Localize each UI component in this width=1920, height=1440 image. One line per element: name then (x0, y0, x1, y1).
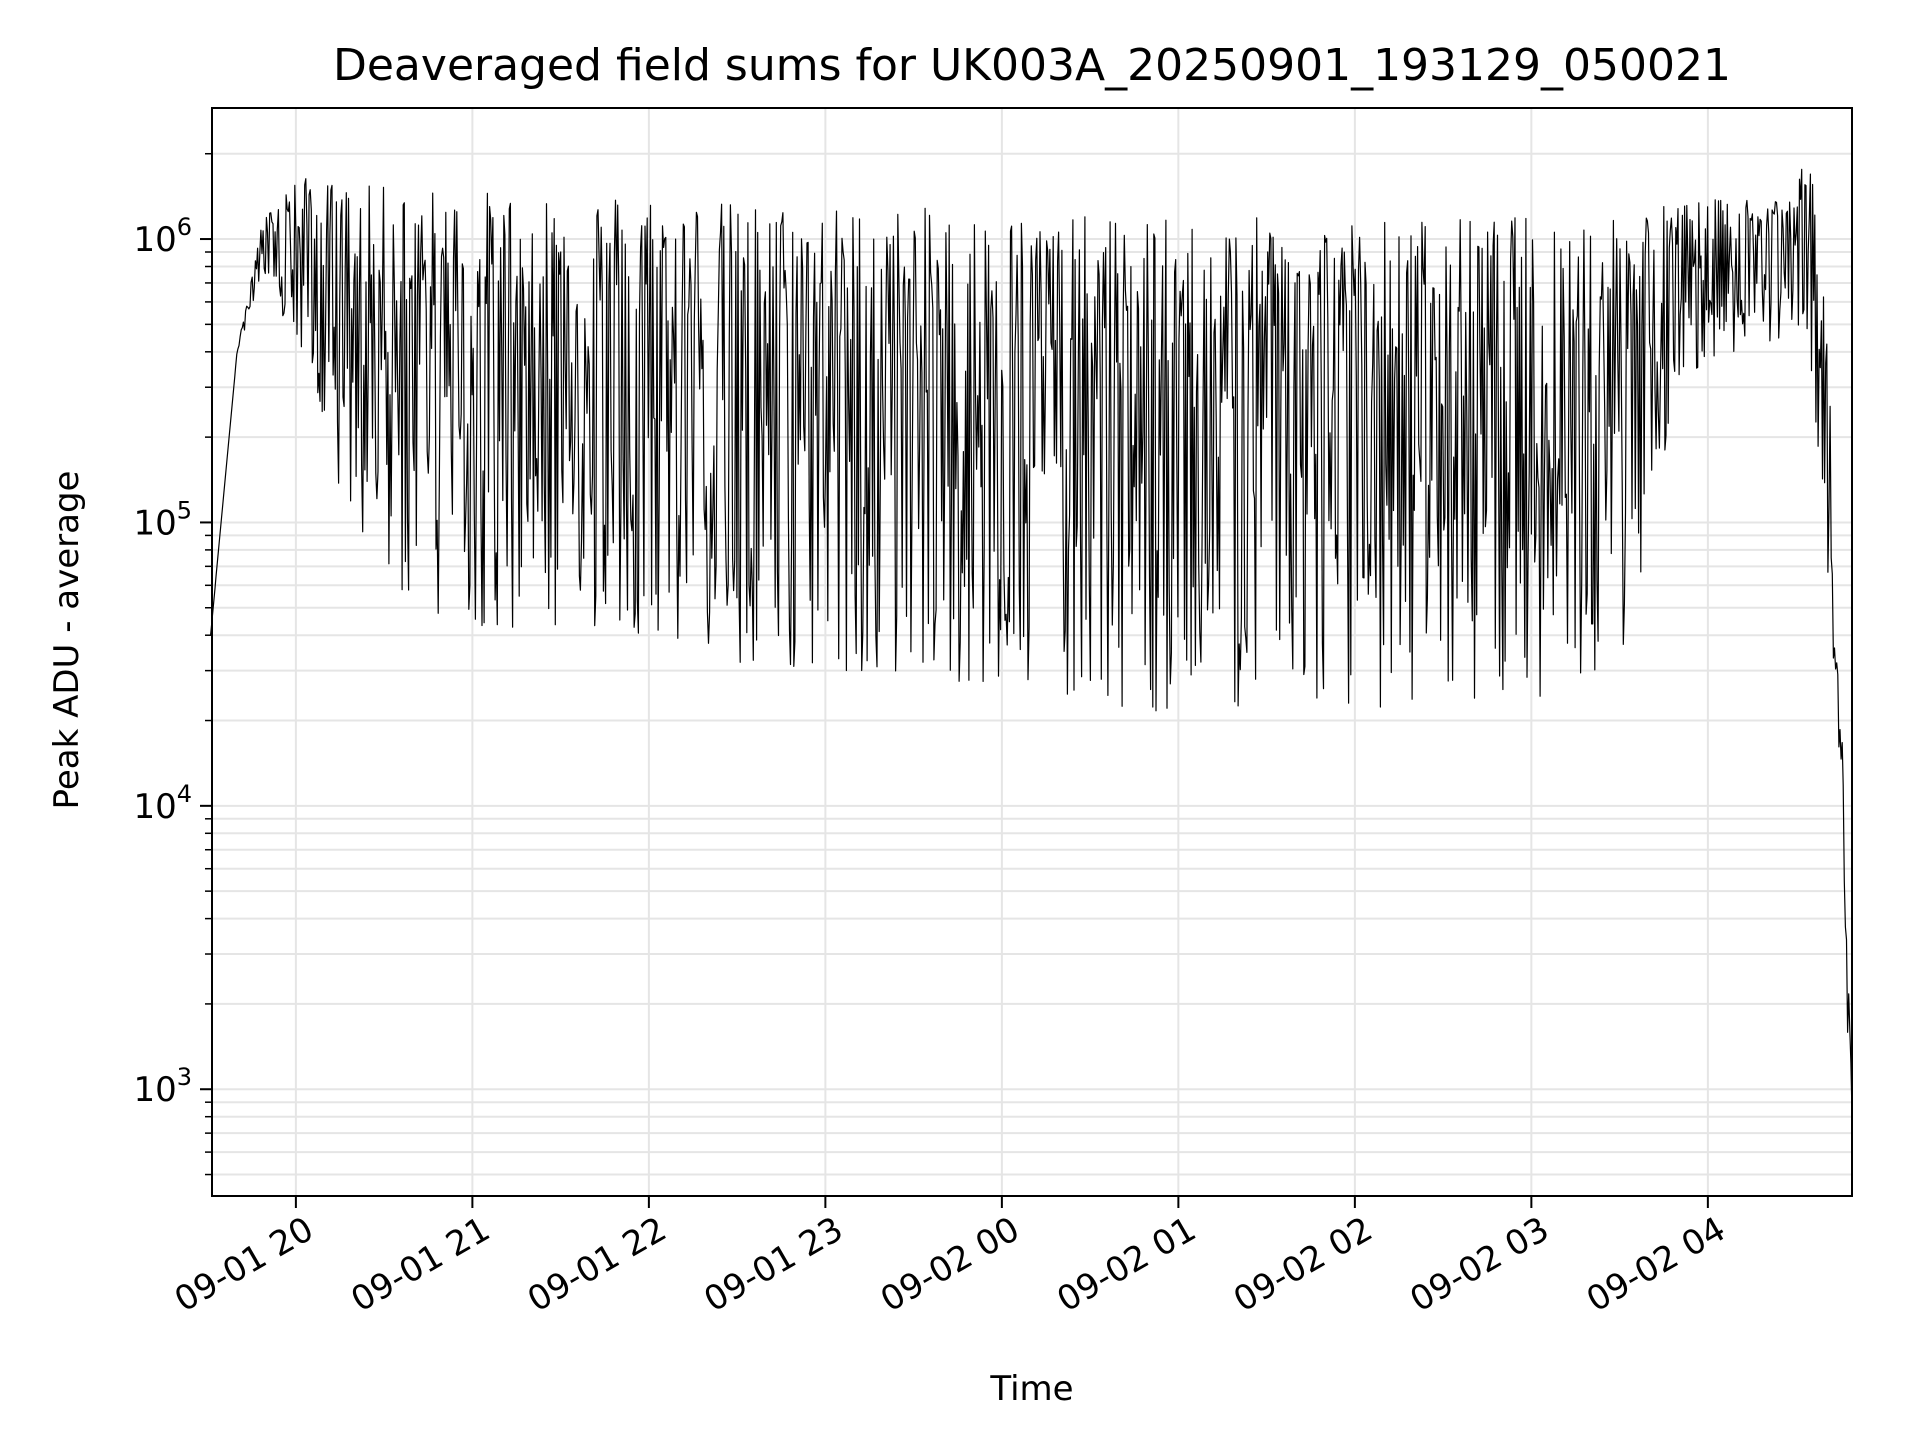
y-tick-label-base: 10 (133, 787, 176, 827)
y-tick-label-exponent: 3 (177, 1063, 192, 1091)
axes-frame (211, 107, 1853, 1197)
y-tick-label: 106 (133, 213, 192, 260)
y-tick-label-exponent: 6 (177, 213, 192, 241)
y-tick-label: 103 (133, 1063, 192, 1110)
y-axis-label: Peak ADU - average (47, 471, 87, 810)
y-tick-label: 104 (133, 780, 192, 827)
y-tick-label-exponent: 5 (177, 496, 192, 524)
y-tick-label-exponent: 4 (177, 780, 192, 808)
y-tick-label: 105 (133, 496, 192, 543)
y-tick-label-base: 10 (133, 1070, 176, 1110)
y-tick-label-base: 10 (133, 220, 176, 260)
chart-title: Deaveraged field sums for UK003A_2025090… (333, 40, 1731, 91)
grid-lines (212, 108, 1852, 1196)
y-tick-label-base: 10 (133, 503, 176, 543)
series-line (210, 168, 1853, 1115)
x-axis-label: Time (989, 1369, 1073, 1409)
